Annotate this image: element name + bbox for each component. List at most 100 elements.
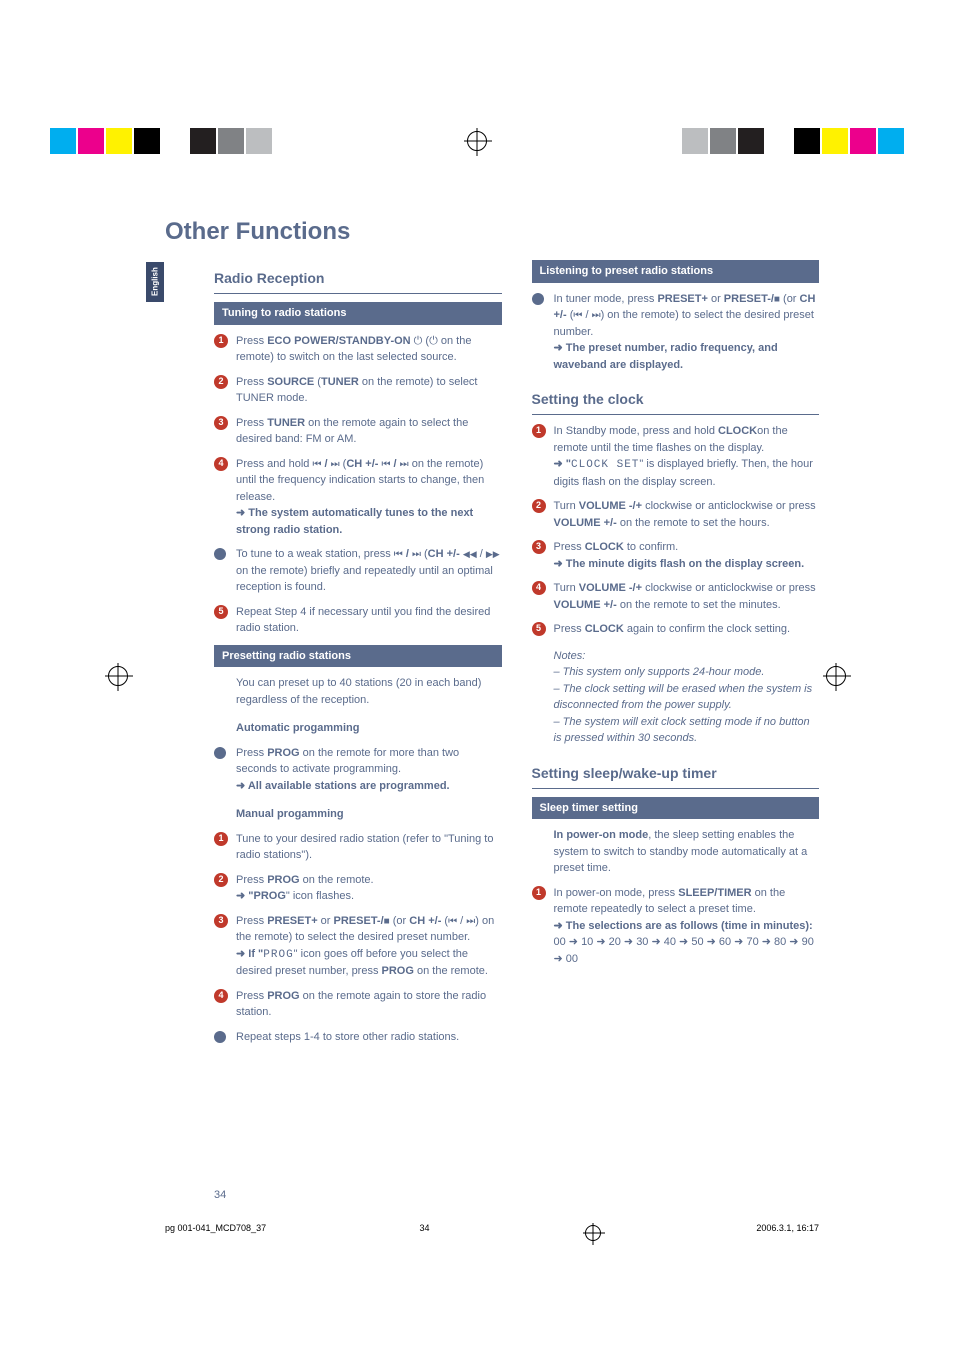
- step-number-icon: 1: [532, 424, 546, 438]
- subhead-preset: Presetting radio stations: [214, 645, 502, 668]
- step-text: Press TUNER on the remote again to selec…: [236, 415, 502, 448]
- step-number-icon: 1: [214, 334, 228, 348]
- note-line: – The clock setting will be erased when …: [554, 681, 820, 714]
- prev-track-icon: [573, 309, 582, 321]
- step-5: 5 Repeat Step 4 if necessary until you f…: [214, 604, 502, 637]
- step-text: Press and hold / (CH +/- / on the remote…: [236, 456, 502, 539]
- step-text: Repeat steps 1-4 to store other radio st…: [236, 1029, 502, 1046]
- rewind-icon: [463, 548, 477, 560]
- fast-forward-icon: [486, 548, 500, 560]
- notes-head: Notes:: [554, 648, 820, 665]
- language-tab: English: [146, 262, 164, 302]
- crop-sq: [218, 128, 244, 154]
- footer-meta: pg 001-041_MCD708_37 34 2006.3.1, 16:17: [165, 1223, 819, 1243]
- step-text: You can preset up to 40 stations (20 in …: [236, 675, 502, 708]
- step-4: 4 Turn VOLUME -/+ clockwise or anticlock…: [532, 580, 820, 613]
- step-3: 3 Press PRESET+ or PRESET-/ (or CH +/- (…: [214, 913, 502, 980]
- note-line: – The system will exit clock setting mod…: [554, 714, 820, 747]
- step-number-icon: 2: [214, 873, 228, 887]
- footer-filename: pg 001-041_MCD708_37: [165, 1223, 266, 1243]
- step-bullet: To tune to a weak station, press / (CH +…: [214, 546, 502, 596]
- step-2: 2 Turn VOLUME -/+ clockwise or anticlock…: [532, 498, 820, 531]
- registration-mark-right-icon: [823, 663, 849, 689]
- bullet-icon: [214, 1031, 226, 1043]
- next-track-icon: [592, 309, 601, 321]
- prev-track-icon: [382, 458, 391, 470]
- subhead-sleep: Sleep timer setting: [532, 797, 820, 820]
- bullet-icon: [214, 747, 226, 759]
- crop-bar-left: [50, 128, 272, 154]
- step-text: In tuner mode, press PRESET+ or PRESET-/…: [554, 291, 820, 374]
- step-number-icon: 4: [214, 989, 228, 1003]
- bullet-icon: [214, 548, 226, 560]
- auto-prog-head: Automatic progamming: [236, 720, 502, 737]
- divider: [532, 788, 820, 789]
- content-area: Radio Reception Tuning to radio stations…: [214, 260, 819, 1053]
- step-number-icon: 1: [532, 886, 546, 900]
- step-number-icon: 5: [214, 605, 228, 619]
- step-text: Press PROG on the remote for more than t…: [236, 745, 502, 795]
- prev-track-icon: [394, 548, 403, 560]
- result-arrow: ➜ All available stations are programmed.: [236, 780, 450, 792]
- step-text: In power-on mode, the sleep setting enab…: [554, 827, 820, 877]
- step-3: 3 Press TUNER on the remote again to sel…: [214, 415, 502, 448]
- divider: [532, 414, 820, 415]
- preset-intro: You can preset up to 40 stations (20 in …: [214, 675, 502, 708]
- step-text: Press CLOCK to confirm.➜ The minute digi…: [554, 539, 820, 572]
- step-5: 5 Press CLOCK again to confirm the clock…: [532, 621, 820, 638]
- step-number-icon: 1: [214, 832, 228, 846]
- section-radio-title: Radio Reception: [214, 268, 502, 289]
- step-text: Press ECO POWER/STANDBY-ON ( on the remo…: [236, 333, 502, 366]
- step-number-icon: 3: [532, 540, 546, 554]
- registration-mark-bottom-icon: [583, 1223, 603, 1243]
- crop-sq: [246, 128, 272, 154]
- footer-pagenum: 34: [420, 1223, 430, 1243]
- crop-sq: [766, 128, 792, 154]
- crop-bar-right: [682, 128, 904, 154]
- next-track-icon: [331, 458, 340, 470]
- step-number-icon: 3: [214, 914, 228, 928]
- step-1: 1 Press ECO POWER/STANDBY-ON ( on the re…: [214, 333, 502, 366]
- subhead-tuning: Tuning to radio stations: [214, 302, 502, 325]
- step-number-icon: 2: [214, 375, 228, 389]
- step-bullet: Press PROG on the remote for more than t…: [214, 745, 502, 795]
- step-text: Turn VOLUME -/+ clockwise or anticlockwi…: [554, 580, 820, 613]
- step-number-icon: 4: [214, 457, 228, 471]
- crop-sq: [738, 128, 764, 154]
- section-clock-title: Setting the clock: [532, 389, 820, 410]
- footer-date: 2006.3.1, 16:17: [756, 1223, 819, 1243]
- crop-sq: [162, 128, 188, 154]
- step-1: 1 In Standby mode, press and hold CLOCKo…: [532, 423, 820, 490]
- step-bullet: In tuner mode, press PRESET+ or PRESET-/…: [532, 291, 820, 374]
- step-text: Press CLOCK again to confirm the clock s…: [554, 621, 820, 638]
- step-text: Tune to your desired radio station (refe…: [236, 831, 502, 864]
- result-arrow: ➜ The minute digits flash on the display…: [554, 558, 805, 570]
- step-number-icon: 5: [532, 622, 546, 636]
- step-text: Press SOURCE (TUNER on the remote) to se…: [236, 374, 502, 407]
- step-4: 4 Press PROG on the remote again to stor…: [214, 988, 502, 1021]
- manual-prog-head: Manual progamming: [236, 806, 502, 823]
- page-title: Other Functions: [165, 218, 350, 246]
- step-text: In power-on mode, press SLEEP/TIMER on t…: [554, 885, 820, 968]
- step-number-icon: 2: [532, 499, 546, 513]
- crop-sq: [134, 128, 160, 154]
- step-3: 3 Press CLOCK to confirm.➜ The minute di…: [532, 539, 820, 572]
- next-track-icon: [400, 458, 409, 470]
- step-number-icon: 3: [214, 416, 228, 430]
- next-track-icon: [412, 548, 421, 560]
- step-text: Turn VOLUME -/+ clockwise or anticlockwi…: [554, 498, 820, 531]
- section-sleep-title: Setting sleep/wake-up timer: [532, 763, 820, 784]
- notes-block: Notes: – This system only supports 24-ho…: [554, 648, 820, 747]
- sleep-intro: In power-on mode, the sleep setting enab…: [532, 827, 820, 877]
- crop-sq: [106, 128, 132, 154]
- prev-track-icon: [448, 915, 457, 927]
- result-arrow: ➜ The selections are as follows (time in…: [554, 920, 813, 932]
- crop-sq: [78, 128, 104, 154]
- crop-sq: [710, 128, 736, 154]
- registration-mark-icon: [464, 128, 490, 154]
- step-1: 1 In power-on mode, press SLEEP/TIMER on…: [532, 885, 820, 968]
- step-text: Press PROG on the remote.➜ "PROG" icon f…: [236, 872, 502, 905]
- crop-sq: [682, 128, 708, 154]
- crop-marks-top: [0, 128, 954, 154]
- crop-sq: [794, 128, 820, 154]
